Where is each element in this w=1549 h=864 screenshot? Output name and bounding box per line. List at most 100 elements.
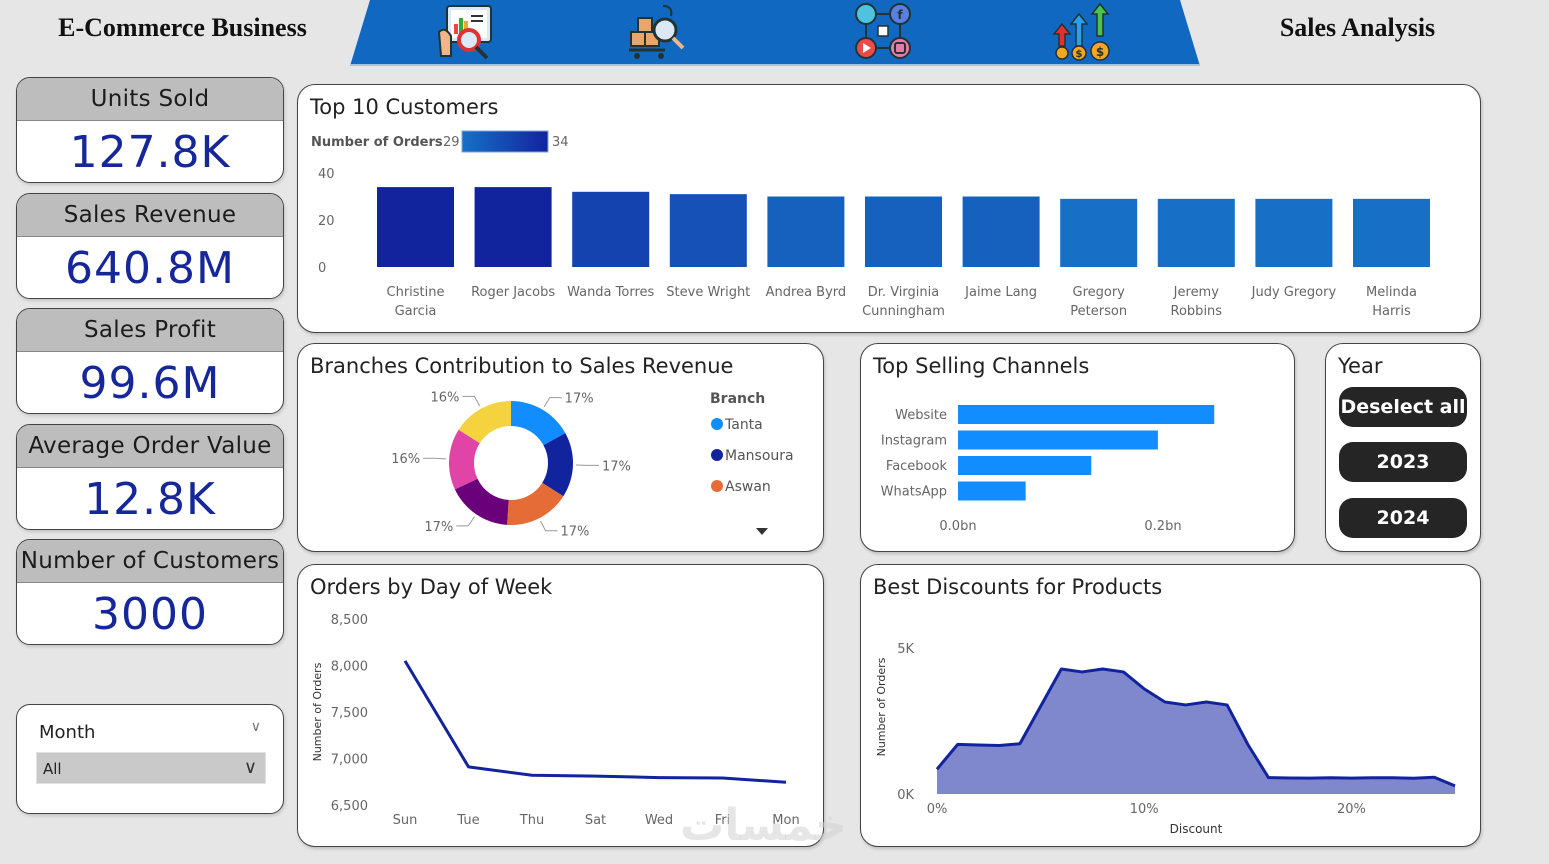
data-label: 17% [602, 459, 631, 474]
customer-bar[interactable] [865, 196, 942, 268]
y-tick-label: Website [895, 408, 947, 423]
legend-title: Number of Orders [311, 135, 443, 150]
kpi-value: 640.8M [65, 242, 235, 294]
donut-slice[interactable] [458, 401, 511, 444]
kpi-label: Sales Profit [17, 309, 283, 352]
year-2024-button[interactable]: 2024 [1339, 498, 1467, 538]
discount-line[interactable] [935, 667, 1456, 788]
data-label-leader [543, 397, 562, 408]
legend-item[interactable]: Mansoura [725, 448, 794, 464]
data-label-leader [423, 457, 447, 460]
x-tick-label: Cunningham [862, 304, 945, 319]
y-tick-label: 0 [318, 261, 326, 276]
y-tick-label: 7,000 [331, 753, 368, 768]
channel-bar[interactable] [958, 481, 1026, 501]
x-tick-label: Mon [772, 813, 799, 828]
x-tick-label: Wanda Torres [567, 285, 654, 300]
x-tick-label: Robbins [1171, 304, 1223, 319]
branches-donut-chart: 17% 17% 17% 17% 16% 16% Branch Tanta Mansoura A… [391, 390, 794, 540]
y-tick-label: 20 [318, 214, 335, 229]
x-tick-label: Judy Gregory [1251, 285, 1337, 300]
chevron-down-icon[interactable]: ∨ [250, 719, 261, 735]
customer-bar[interactable] [1060, 198, 1138, 267]
sales-growth-icon[interactable]: $ $ [1050, 2, 1112, 62]
legend-marker [711, 449, 723, 461]
customer-bar[interactable] [962, 196, 1040, 268]
year-2023-button[interactable]: 2023 [1339, 442, 1467, 482]
report-analysis-icon[interactable] [435, 2, 497, 62]
channel-bar[interactable] [958, 430, 1158, 450]
page-subtitle: Sales Analysis [1279, 12, 1436, 42]
y-tick-label: 8,500 [331, 613, 368, 628]
y-tick-label: WhatsApp [881, 485, 947, 500]
legend-min-label: 29 [443, 135, 460, 150]
x-tick-label: Gregory [1073, 285, 1126, 300]
legend-scroll-down-icon[interactable] [756, 528, 768, 535]
month-slicer-title: Month [39, 722, 96, 743]
customer-bar[interactable] [669, 194, 747, 267]
donut-slice[interactable] [542, 433, 573, 497]
panel-title: Top 10 Customers [310, 95, 499, 119]
channel-bar[interactable] [958, 405, 1215, 424]
channel-bar[interactable] [958, 456, 1092, 475]
year-slicer-title: Year [1338, 354, 1383, 378]
x-tick-label: 0% [927, 802, 948, 817]
customer-bar[interactable] [572, 191, 650, 267]
customer-bar[interactable] [1353, 198, 1430, 267]
donut-slice[interactable] [507, 482, 564, 525]
x-tick-label: Melinda [1366, 285, 1417, 300]
top-customers-chart: Number of Orders 29 34 0 20 40 Christine Gar… [311, 130, 1430, 319]
kpi-value: 3000 [92, 588, 208, 640]
x-tick-label: Harris [1372, 304, 1411, 319]
y-tick-label: 7,500 [331, 706, 368, 721]
customer-bar[interactable] [1255, 198, 1333, 267]
customer-bar[interactable] [474, 187, 552, 267]
y-tick-label: Facebook [886, 459, 948, 474]
x-tick-label: Steve Wright [666, 285, 750, 300]
panel-title: Best Discounts for Products [873, 575, 1163, 599]
deselect-all-button[interactable]: Deselect all [1339, 387, 1467, 427]
data-label: 17% [424, 520, 453, 535]
donut-slice[interactable] [511, 401, 566, 446]
month-dropdown[interactable]: All ∨ [36, 752, 266, 784]
kpi-units-sold: Units Sold 127.8K [16, 77, 284, 183]
x-tick-label: Andrea Byrd [766, 285, 847, 300]
svg-text:$: $ [1096, 45, 1104, 59]
x-tick-label: Jeremy [1173, 285, 1220, 300]
social-media-icon[interactable]: f [852, 2, 914, 62]
y-tick-label: 6,500 [331, 799, 368, 814]
legend-item[interactable]: Tanta [724, 417, 763, 433]
legend-item[interactable]: Aswan [725, 479, 771, 495]
y-tick-label: 0K [897, 788, 914, 803]
x-tick-label: Sat [585, 813, 606, 828]
x-tick-label: Sun [393, 813, 418, 828]
kpi-number-of-customers: Number of Customers 3000 [16, 539, 284, 645]
data-label-leader [540, 520, 558, 532]
kpi-label: Sales Revenue [17, 194, 283, 237]
month-slicer: Month ∨ All ∨ [16, 704, 284, 814]
orders-line[interactable] [403, 660, 787, 784]
y-tick-label: 40 [318, 167, 335, 182]
inventory-search-icon[interactable] [625, 2, 687, 62]
x-tick-label: 0.0bn [939, 519, 976, 534]
x-tick-label: Jaime Lang [964, 285, 1037, 300]
customer-bar[interactable] [1157, 198, 1235, 267]
kpi-value: 99.6M [79, 357, 221, 409]
donut-slice[interactable] [454, 478, 509, 525]
data-label-leader [456, 516, 475, 527]
branches-panel: Branches Contribution to Sales Revenue 1… [297, 343, 824, 552]
month-dropdown-value: All [43, 760, 62, 778]
y-tick-label: 8,000 [331, 660, 368, 675]
dashboard-title: E-Commerce Business [58, 12, 307, 42]
svg-text:f: f [897, 8, 903, 22]
x-tick-label: 10% [1130, 802, 1159, 817]
discounts-panel: Best Discounts for Products Number of Or… [860, 564, 1481, 847]
customer-bar[interactable] [767, 196, 845, 268]
data-label: 16% [430, 390, 459, 405]
customer-bar[interactable] [377, 187, 454, 267]
discount-area [937, 669, 1455, 794]
data-label: 17% [565, 392, 594, 407]
data-label: 17% [561, 525, 590, 540]
donut-slice[interactable] [449, 429, 480, 490]
kpi-label: Average Order Value [17, 425, 283, 468]
